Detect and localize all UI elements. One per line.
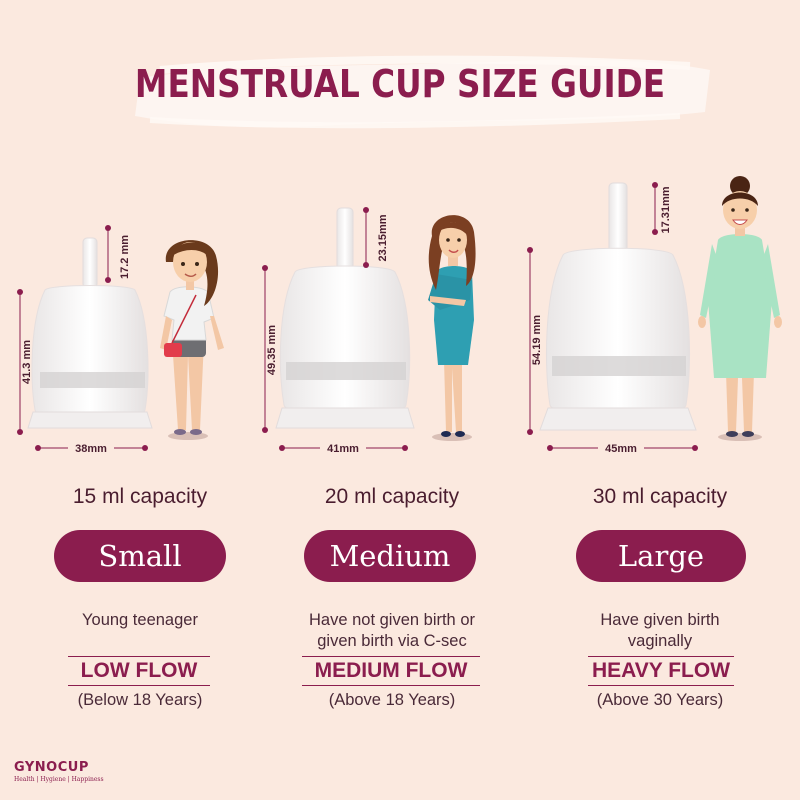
medium-flow: MEDIUM FLOW	[302, 656, 480, 686]
small-stem-label: 17.2 mm	[119, 235, 131, 279]
medium-stem-measure	[363, 207, 369, 268]
small-flow: LOW FLOW	[68, 656, 210, 686]
small-description: Young teenager	[82, 611, 198, 629]
medium-age: (Above 18 Years)	[328, 691, 456, 709]
small-height-label: 41.3 mm	[21, 340, 33, 384]
small-stem-measure	[105, 225, 111, 283]
medium-description: Have not given birth or given birth via …	[308, 611, 475, 650]
page-title: MENSTRUAL CUP SIZE GUIDE	[134, 62, 666, 106]
large-diameter-measure	[547, 440, 698, 456]
small-height-measure	[17, 289, 23, 435]
medium-height-measure	[262, 265, 268, 433]
title-brush-background	[135, 55, 710, 129]
medium-diameter-measure	[279, 440, 408, 456]
cup-illustrations: 17.2 mm 41.3 mm 38mm 23.15	[17, 176, 782, 456]
medium-height-label: 49.35 mm	[266, 325, 278, 375]
small-diameter-label: 38mm	[75, 443, 107, 455]
medium-diameter-label: 41mm	[327, 443, 359, 455]
medium-cup	[275, 207, 415, 429]
small-cup	[27, 237, 153, 429]
large-stem-label: 17.31mm	[660, 186, 672, 233]
logo-tagline: Health | Hygiene | Happiness	[14, 776, 104, 783]
logo-name: GYNOCUP	[14, 760, 89, 775]
large-description: Have given birth vaginally	[600, 611, 720, 650]
medium-capacity: 20 ml capacity	[324, 485, 460, 508]
large-capacity: 30 ml capacity	[592, 485, 728, 508]
small-capacity: 15 ml capacity	[72, 485, 208, 508]
adult-woman-illustration	[428, 215, 476, 441]
large-flow: HEAVY FLOW	[588, 656, 734, 686]
large-height-label: 54.19 mm	[531, 315, 543, 365]
size-badge-large: Large	[576, 530, 746, 582]
mature-woman-illustration	[698, 176, 782, 441]
size-badge-small: Small	[54, 530, 226, 582]
small-diameter-measure	[35, 440, 148, 456]
brand-logo: GYNOCUP Health | Hygiene | Happiness	[14, 760, 104, 783]
large-age: (Above 30 Years)	[596, 691, 724, 709]
size-badge-medium: Medium	[304, 530, 476, 582]
large-diameter-label: 45mm	[605, 443, 637, 455]
large-height-measure	[527, 247, 533, 435]
teenager-illustration	[160, 240, 224, 440]
large-cup	[539, 182, 697, 431]
medium-stem-label: 23.15mm	[377, 214, 389, 261]
small-age: (Below 18 Years)	[77, 691, 203, 709]
large-stem-measure	[652, 182, 658, 235]
